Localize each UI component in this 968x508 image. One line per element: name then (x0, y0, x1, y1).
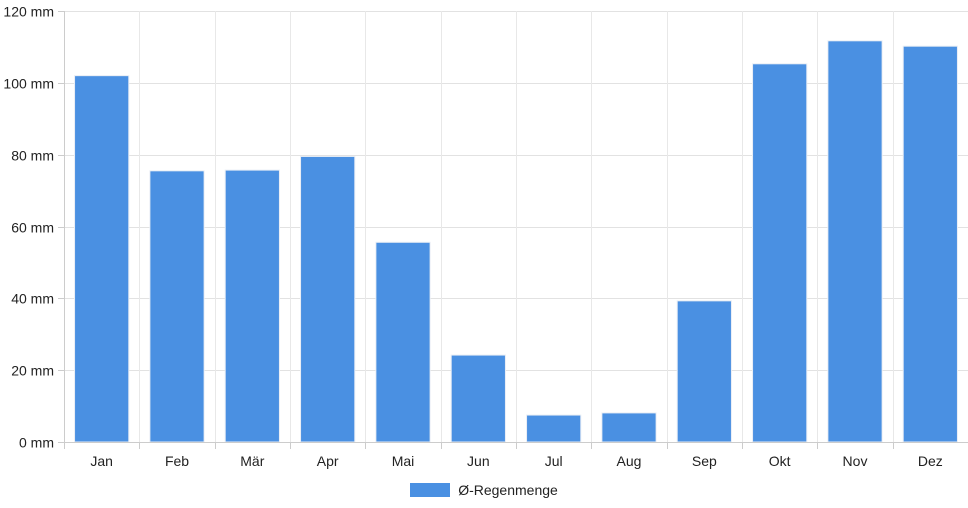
axes (58, 11, 968, 449)
x-tick-label: Sep (692, 453, 717, 469)
x-tick-label: Dez (918, 453, 943, 469)
y-tick-label: 60 mm (11, 220, 54, 236)
x-tick-label: Aug (617, 453, 642, 469)
y-tick-label: 0 mm (19, 435, 54, 451)
bar-Sep (676, 300, 732, 443)
bar-Aug (601, 412, 657, 443)
x-tick-label: Jul (545, 453, 563, 469)
x-tick-label: Jun (467, 453, 490, 469)
x-tick-label: Nov (843, 453, 868, 469)
bar-Okt (752, 63, 808, 443)
bar-Nov (827, 40, 883, 443)
x-tick-labels: Jan Feb Mär Apr Mai Jun Jul Aug Sep Okt Nov Dez (90, 453, 942, 469)
x-tick-label: Jan (90, 453, 113, 469)
bar-Feb (149, 170, 205, 443)
x-tick-label: Mär (240, 453, 264, 469)
x-tick-label: Apr (317, 453, 339, 469)
bar-Jun (450, 354, 506, 443)
bar-chart: 0 mm 20 mm 40 mm 60 mm 80 mm 100 mm 120 mm Jan… (3, 4, 968, 469)
y-tick-label: 120 mm (3, 4, 54, 20)
bar-Dez (902, 45, 958, 443)
bar-Mär (224, 169, 280, 443)
bar-Jan (74, 75, 130, 443)
bar-Apr (300, 155, 356, 443)
x-tick-label: Okt (769, 453, 791, 469)
y-tick-labels: 0 mm 20 mm 40 mm 60 mm 80 mm 100 mm 120 mm (3, 4, 54, 451)
x-tick-label: Feb (165, 453, 189, 469)
legend: Ø-Regenmenge (0, 480, 968, 500)
grid (64, 11, 968, 442)
x-tick-label: Mai (392, 453, 415, 469)
y-tick-label: 20 mm (11, 363, 54, 379)
y-tick-label: 100 mm (3, 76, 54, 92)
y-tick-label: 40 mm (11, 291, 54, 307)
legend-label: Ø-Regenmenge (458, 482, 558, 498)
y-tick-label: 80 mm (11, 148, 54, 164)
legend-swatch (410, 483, 451, 497)
bar-Mai (375, 241, 431, 443)
bar-Jul (526, 414, 582, 443)
bars (74, 40, 958, 443)
